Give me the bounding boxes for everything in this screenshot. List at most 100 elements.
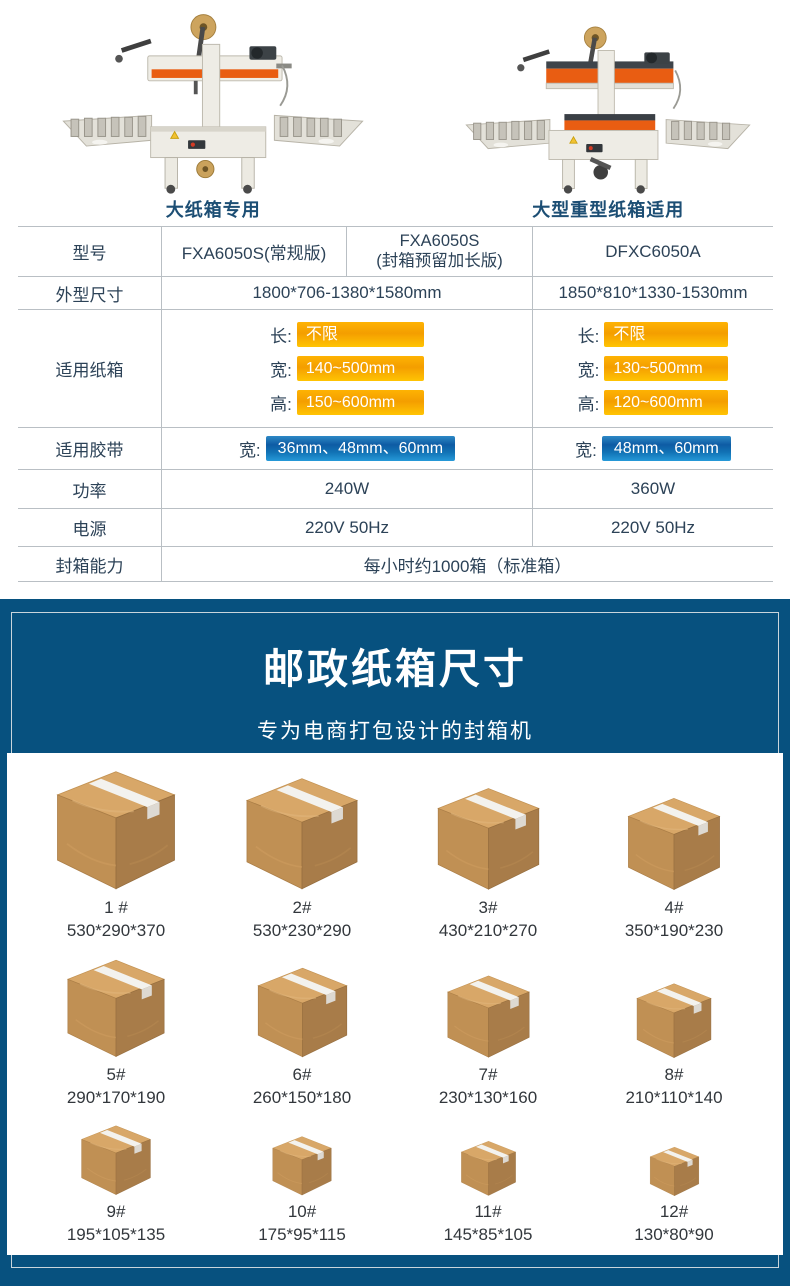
spec-label-carton: 适用纸箱 xyxy=(18,310,162,427)
carton-number: 8# xyxy=(664,1065,684,1085)
carton-number: 6# xyxy=(292,1065,312,1085)
carton-sealing-machine-image-left xyxy=(62,14,364,194)
spec-label-tape: 适用胶带 xyxy=(18,428,162,469)
carton-size-item: 10# 175*95*115 xyxy=(209,1114,395,1251)
carton-dimensions: 130*80*90 xyxy=(634,1225,714,1245)
tape-chip: 48mm、60mm xyxy=(601,436,731,461)
height-chip: 150~600mm xyxy=(296,390,424,415)
carton-dimensions: 230*130*160 xyxy=(438,1088,538,1108)
height-chip: 120~600mm xyxy=(604,390,729,415)
spec-row-capacity: 封箱能力 每小时约1000箱（标准箱） xyxy=(18,547,773,582)
length-chip: 不限 xyxy=(604,322,729,347)
carton-size-item: 6# 260*150*180 xyxy=(209,947,395,1114)
carton-row-3: 9# 195*105*135 10# 175*95*115 11# 145*85… xyxy=(23,1114,767,1251)
carton-row-1: 1 # 530*290*370 2# 530*230*290 3# 430*21… xyxy=(23,769,767,947)
carton-box-image xyxy=(256,967,348,1058)
carton-right-height: 高: 120~600mm xyxy=(578,390,729,415)
carton-sizes-grid: 1 # 530*290*370 2# 530*230*290 3# 430*21… xyxy=(7,753,783,1255)
carton-size-item: 11# 145*85*105 xyxy=(395,1114,581,1251)
carton-size-item: 9# 195*105*135 xyxy=(23,1114,209,1251)
tape-left: 宽: 36mm、48mm、60mm xyxy=(162,428,533,469)
carton-size-item: 2# 530*230*290 xyxy=(209,769,395,947)
model-middle-line2: (封箱预留加长版) xyxy=(376,251,503,270)
banner-subtitle: 专为电商打包设计的封箱机 xyxy=(257,720,533,743)
carton-sealing-machine-image-right xyxy=(465,26,751,194)
carton-dimensions: 145*85*105 xyxy=(443,1225,533,1245)
model-middle-line1: FXA6050S xyxy=(399,231,480,250)
carton-right: 长: 不限 宽: 130~500mm 高: 120~600mm xyxy=(533,310,773,427)
dimensions-left: 1800*706-1380*1580mm xyxy=(162,277,533,309)
spec-row-tape: 适用胶带 宽: 36mm、48mm、60mm 宽: 48mm、60mm xyxy=(18,428,773,470)
carton-dimensions: 430*210*270 xyxy=(438,921,538,941)
carton-right-width: 宽: 130~500mm xyxy=(578,356,729,381)
carton-left-width: 宽: 140~500mm xyxy=(270,356,424,381)
capacity-value: 每小时约1000箱（标准箱） xyxy=(363,556,572,576)
carton-box-image xyxy=(56,770,176,890)
carton-number: 11# xyxy=(474,1202,502,1222)
carton-box-image xyxy=(649,1146,699,1197)
spec-label-capacity: 封箱能力 xyxy=(18,547,162,581)
dimensions-right: 1850*810*1330-1530mm xyxy=(558,283,748,302)
carton-box-image xyxy=(436,787,540,891)
carton-dimensions: 350*190*230 xyxy=(624,921,724,941)
carton-right-length: 长: 不限 xyxy=(578,322,729,347)
carton-size-item: 3# 430*210*270 xyxy=(395,769,581,947)
spec-table: 型号 FXA6050S(常规版) FXA6050S (封箱预留加长版) DFXC… xyxy=(18,226,773,582)
spec-label-dimensions: 外型尺寸 xyxy=(18,277,162,309)
carton-number: 10# xyxy=(287,1202,317,1222)
carton-box-image xyxy=(460,1140,516,1197)
carton-dimensions: 210*110*140 xyxy=(625,1088,723,1108)
carton-size-item: 4# 350*190*230 xyxy=(581,769,767,947)
product-caption-right: 大型重型纸箱适用 xyxy=(532,200,685,220)
postal-carton-section: 邮政纸箱尺寸 专为电商打包设计的封箱机 1 # 530*290*370 2# 5… xyxy=(0,599,790,1286)
product-left: 大纸箱专用 xyxy=(0,6,427,226)
carton-number: 2# xyxy=(292,898,312,918)
carton-box-image xyxy=(272,1136,332,1196)
carton-row-2: 5# 290*170*190 6# 260*150*180 7# 230*130… xyxy=(23,947,767,1114)
carton-box-image xyxy=(246,777,358,890)
carton-dimensions: 175*95*115 xyxy=(258,1225,346,1245)
carton-left-height: 高: 150~600mm xyxy=(270,390,424,415)
carton-dimensions: 530*230*290 xyxy=(252,921,352,941)
carton-left-length: 长: 不限 xyxy=(270,322,424,347)
carton-number: 5# xyxy=(106,1065,126,1085)
carton-number: 3# xyxy=(478,898,498,918)
model-left: FXA6050S(常规版) xyxy=(162,227,347,276)
spec-row-model: 型号 FXA6050S(常规版) FXA6050S (封箱预留加长版) DFXC… xyxy=(18,227,773,277)
product-right: 大型重型纸箱适用 xyxy=(427,6,790,226)
width-chip: 130~500mm xyxy=(604,356,729,381)
carton-number: 1 # xyxy=(104,898,128,918)
carton-size-item: 7# 230*130*160 xyxy=(395,947,581,1114)
carton-box-image xyxy=(636,983,712,1059)
width-chip: 140~500mm xyxy=(296,356,424,381)
carton-size-item: 8# 210*110*140 xyxy=(581,947,767,1114)
supply-right: 220V 50Hz xyxy=(610,517,696,537)
carton-dimensions: 195*105*135 xyxy=(66,1225,166,1245)
spec-row-power: 功率 240W 360W xyxy=(18,470,773,509)
spec-row-supply: 电源 220V 50Hz 220V 50Hz xyxy=(18,509,773,547)
spec-label-supply: 电源 xyxy=(18,509,162,546)
carton-number: 12# xyxy=(659,1202,689,1222)
carton-dimensions: 260*150*180 xyxy=(252,1088,352,1108)
spec-label-power: 功率 xyxy=(18,470,162,508)
product-hero: 大纸箱专用 xyxy=(0,0,790,226)
power-left: 240W xyxy=(162,470,533,508)
carton-box-image xyxy=(81,1125,151,1196)
model-middle: FXA6050S (封箱预留加长版) xyxy=(347,227,533,276)
carton-size-item: 1 # 530*290*370 xyxy=(23,769,209,947)
carton-number: 7# xyxy=(478,1065,498,1085)
carton-number: 9# xyxy=(106,1202,126,1222)
spec-label-model: 型号 xyxy=(18,227,162,276)
carton-dimensions: 530*290*370 xyxy=(66,921,166,941)
carton-box-image xyxy=(446,975,530,1059)
spec-row-dimensions: 外型尺寸 1800*706-1380*1580mm 1850*810*1330-… xyxy=(18,277,773,310)
power-right: 360W xyxy=(630,479,676,498)
model-right: DFXC6050A xyxy=(605,241,701,261)
carton-dimensions: 290*170*190 xyxy=(66,1088,166,1108)
tape-chip: 36mm、48mm、60mm xyxy=(265,436,456,461)
carton-size-item: 12# 130*80*90 xyxy=(581,1114,767,1251)
carton-size-item: 5# 290*170*190 xyxy=(23,947,209,1114)
carton-number: 4# xyxy=(664,898,684,918)
carton-box-image xyxy=(627,797,721,891)
supply-left: 220V 50Hz xyxy=(162,509,533,546)
